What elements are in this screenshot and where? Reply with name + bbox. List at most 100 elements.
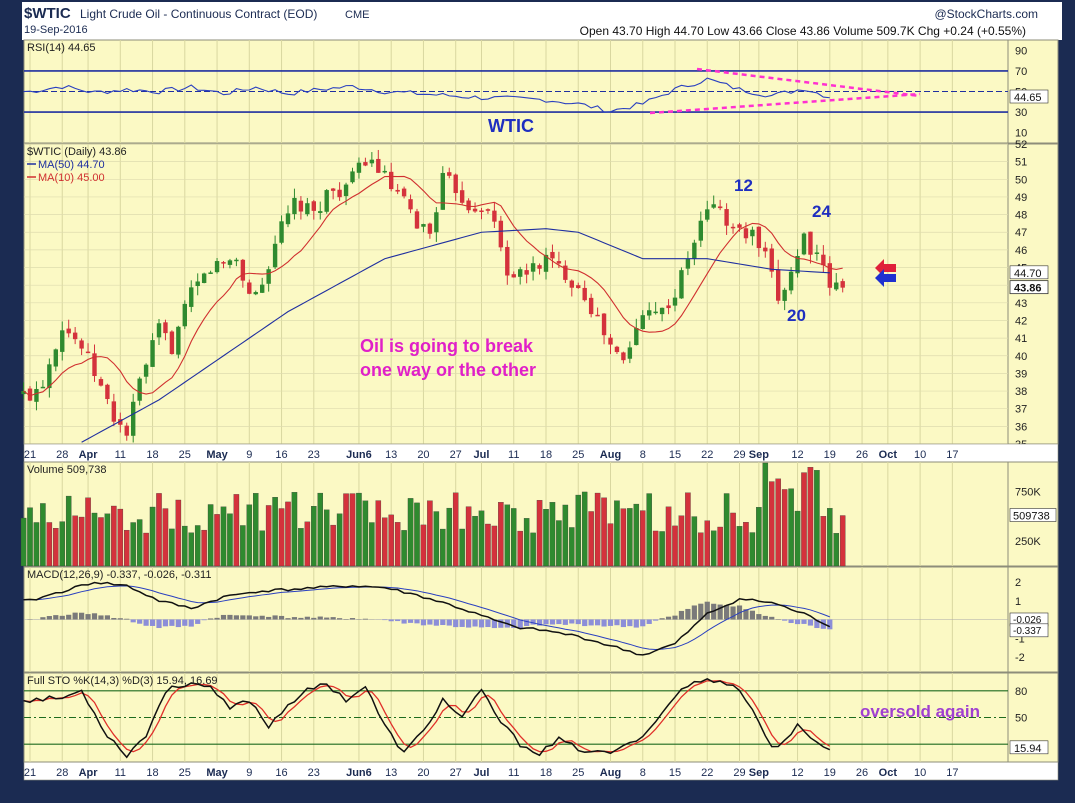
volume-bar bbox=[331, 525, 336, 566]
price-candle bbox=[608, 338, 612, 345]
volume-bar bbox=[679, 516, 684, 566]
macd-histogram-bar bbox=[305, 617, 310, 620]
macd-histogram-bar bbox=[105, 615, 110, 619]
volume-bar bbox=[537, 500, 542, 566]
exchange-label: CME bbox=[345, 9, 369, 21]
annotation-swing-20: 20 bbox=[787, 306, 806, 325]
macd-histogram-bar bbox=[118, 618, 123, 619]
price-candle bbox=[550, 252, 554, 258]
macd-histogram-bar bbox=[582, 620, 587, 627]
x-axis-lower-label-1: 21 bbox=[24, 767, 36, 779]
macd-histogram-bar bbox=[782, 620, 787, 621]
volume-bar bbox=[737, 526, 742, 566]
macd-histogram-bar bbox=[66, 615, 71, 620]
volume-bar bbox=[576, 495, 581, 566]
volume-bar bbox=[124, 530, 129, 566]
price-candle bbox=[492, 211, 496, 222]
macd-histogram-bar bbox=[660, 618, 665, 619]
macd-histogram-bar bbox=[279, 616, 284, 620]
macd-histogram-bar bbox=[621, 620, 626, 628]
macd-histogram-bar bbox=[634, 620, 639, 628]
macd-histogram-bar bbox=[789, 620, 794, 624]
macd-histogram-bar bbox=[827, 620, 832, 630]
volume-bar bbox=[543, 509, 548, 566]
volume-bar bbox=[769, 482, 774, 566]
macd-histogram-bar bbox=[608, 620, 613, 626]
volume-bar bbox=[34, 522, 39, 566]
x-axis-lower-label-7: May bbox=[206, 767, 228, 779]
volume-bar bbox=[518, 531, 523, 566]
x-axis-upper-label-2: 28 bbox=[56, 449, 68, 461]
price-candle bbox=[531, 263, 535, 271]
volume-bar bbox=[227, 514, 232, 566]
price-candle bbox=[254, 292, 258, 294]
volume-bar bbox=[608, 524, 613, 566]
price-panel bbox=[24, 144, 1058, 444]
macd-histogram-bar bbox=[601, 620, 606, 627]
x-axis-upper-label-3: Apr bbox=[79, 449, 99, 461]
volume-bar bbox=[214, 514, 219, 566]
volume-bar bbox=[834, 533, 839, 566]
volume-bar bbox=[840, 516, 845, 566]
price-candle bbox=[660, 308, 664, 314]
rsi-ytick-90: 90 bbox=[1015, 45, 1027, 57]
macd-histogram-bar bbox=[427, 620, 432, 625]
price-candle bbox=[499, 221, 503, 248]
volume-bar bbox=[292, 492, 297, 566]
volume-bar bbox=[414, 503, 419, 566]
macd-histogram-bar bbox=[524, 620, 529, 626]
macd-histogram-bar bbox=[672, 616, 677, 620]
macd-histogram-bar bbox=[485, 620, 490, 628]
price-ytick-51: 51 bbox=[1015, 157, 1027, 169]
macd-histogram-bar bbox=[331, 617, 336, 619]
price-ytick-42: 42 bbox=[1015, 315, 1027, 327]
rsi-ytick-10: 10 bbox=[1015, 128, 1027, 140]
macd-histogram-bar bbox=[795, 620, 800, 625]
x-axis-upper-label-13: 20 bbox=[417, 449, 429, 461]
price-candle bbox=[150, 340, 154, 367]
macd-histogram-bar bbox=[234, 615, 239, 619]
macd-histogram-bar bbox=[40, 617, 45, 619]
chart-date: 19-Sep-2016 bbox=[24, 24, 88, 36]
volume-bar bbox=[782, 489, 787, 566]
price-candle bbox=[770, 249, 774, 272]
price-ytick-52: 52 bbox=[1015, 139, 1027, 151]
price-ytick-47: 47 bbox=[1015, 227, 1027, 239]
x-axis-upper-label-23: 29 bbox=[733, 449, 745, 461]
volume-title: Volume 509,738 bbox=[27, 464, 107, 476]
macd-histogram-bar bbox=[647, 620, 652, 624]
macd-histogram-bar bbox=[627, 620, 632, 627]
ma10-legend: MA(10) 45.00 bbox=[38, 172, 105, 184]
price-candle bbox=[170, 332, 174, 355]
volume-bar bbox=[21, 518, 26, 566]
rsi-title: RSI(14) 44.65 bbox=[27, 42, 95, 54]
volume-bar bbox=[466, 507, 471, 566]
volume-bar bbox=[85, 498, 90, 566]
price-candle bbox=[583, 288, 587, 300]
volume-bar bbox=[389, 515, 394, 566]
volume-bar bbox=[447, 508, 452, 566]
volume-bar bbox=[111, 506, 116, 566]
price-candle bbox=[189, 287, 193, 307]
price-candle bbox=[215, 261, 219, 272]
price-ytick-46: 46 bbox=[1015, 245, 1027, 257]
price-candle bbox=[776, 269, 780, 300]
volume-bar bbox=[763, 463, 768, 566]
x-axis-upper-label-16: 11 bbox=[508, 449, 519, 461]
macd-histogram-bar bbox=[47, 616, 52, 619]
price-candle bbox=[712, 204, 716, 207]
macd-histogram-bar bbox=[460, 620, 465, 627]
volume-bar bbox=[395, 522, 400, 566]
volume-bar bbox=[750, 533, 755, 566]
volume-bar bbox=[156, 493, 161, 566]
price-candle bbox=[782, 290, 786, 301]
volume-bar bbox=[472, 516, 477, 566]
x-axis-lower-label-24: Sep bbox=[749, 767, 769, 779]
macd-histogram-bar bbox=[724, 605, 729, 619]
volume-bar bbox=[556, 521, 561, 566]
price-ytick-40: 40 bbox=[1015, 351, 1027, 363]
price-candle bbox=[344, 185, 348, 197]
macd-histogram-bar bbox=[756, 614, 761, 619]
volume-bar bbox=[485, 524, 490, 566]
